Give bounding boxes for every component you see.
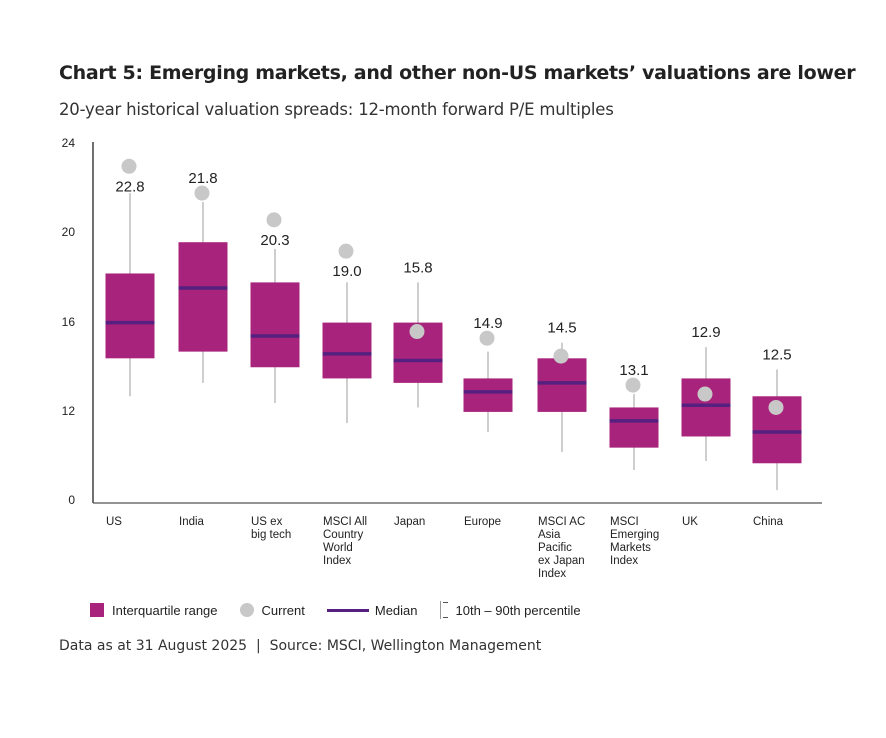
x-tick-label: US <box>106 516 122 528</box>
source-footnote: Data as at 31 August 2025 | Source: MSCI… <box>59 638 542 654</box>
current-value-label: 19.0 <box>332 263 361 280</box>
legend: Interquartile range Current Median 10th … <box>90 601 603 619</box>
y-tick-label: 20 <box>62 225 76 239</box>
current-value-label: 12.5 <box>762 346 791 363</box>
iqr-box <box>537 358 587 412</box>
legend-median: Median <box>326 602 418 618</box>
legend-percentile-label: 10th – 90th percentile <box>455 602 581 618</box>
current-dot <box>409 324 425 340</box>
x-tick-label: Japan <box>394 516 425 528</box>
current-value-label: 15.8 <box>403 259 432 276</box>
iqr-box <box>322 322 372 379</box>
legend-current-label: Current <box>261 602 305 618</box>
iqr-box <box>250 282 300 368</box>
legend-percentile: 10th – 90th percentile <box>439 601 581 619</box>
current-dot <box>768 399 784 415</box>
current-value-label: 14.9 <box>473 315 502 332</box>
iqr-box <box>609 407 659 448</box>
x-tick-label: Europe <box>464 516 501 528</box>
legend-current: Current <box>239 602 305 618</box>
y-tick-label: 12 <box>62 404 76 418</box>
x-tick-label: India <box>179 516 205 528</box>
x-tick-label: MSCI Emerging Markets Index <box>610 516 659 567</box>
chart-subtitle: 20-year historical valuation spreads: 12… <box>59 100 614 119</box>
current-dot <box>266 212 282 228</box>
y-tick-label: 24 <box>62 136 76 150</box>
median-swatch <box>326 608 369 612</box>
percentile-swatch <box>439 601 448 619</box>
legend-iqr: Interquartile range <box>90 603 218 618</box>
x-tick-label: MSCI AC Asia Pacific ex Japan Index <box>538 516 585 580</box>
current-value-label: 21.8 <box>188 170 217 187</box>
current-dot <box>697 386 713 402</box>
chart-title: Chart 5: Emerging markets, and other non… <box>59 62 856 84</box>
legend-median-label: Median <box>374 602 418 618</box>
current-swatch <box>239 603 254 617</box>
x-tick-label: MSCI All Country World Index <box>323 516 367 567</box>
current-dot <box>338 243 354 259</box>
current-dot <box>194 185 210 201</box>
current-value-label: 14.5 <box>547 320 576 337</box>
legend-iqr-label: Interquartile range <box>112 602 218 618</box>
current-value-label: 20.3 <box>260 232 289 249</box>
current-value-label: 12.9 <box>691 324 720 341</box>
current-dot <box>553 348 569 364</box>
current-value-label: 13.1 <box>619 362 648 379</box>
y-tick-label: 0 <box>68 493 75 507</box>
iqr-box <box>178 242 228 352</box>
current-value-label: 22.8 <box>115 178 144 195</box>
x-tick-label: US ex big tech <box>251 516 291 541</box>
current-dot <box>479 330 495 346</box>
x-tick-label: China <box>753 516 784 528</box>
current-dot <box>121 158 137 174</box>
box-plot: 24 20 16 12 0 22.8 US 21.8 India 20.3 US ex big tec… <box>62 136 822 580</box>
x-tick-label: UK <box>682 516 698 528</box>
iqr-box <box>105 273 155 359</box>
iqr-box <box>463 378 513 412</box>
iqr-swatch <box>90 603 104 617</box>
current-dot <box>625 377 641 393</box>
y-tick-label: 16 <box>62 315 76 329</box>
